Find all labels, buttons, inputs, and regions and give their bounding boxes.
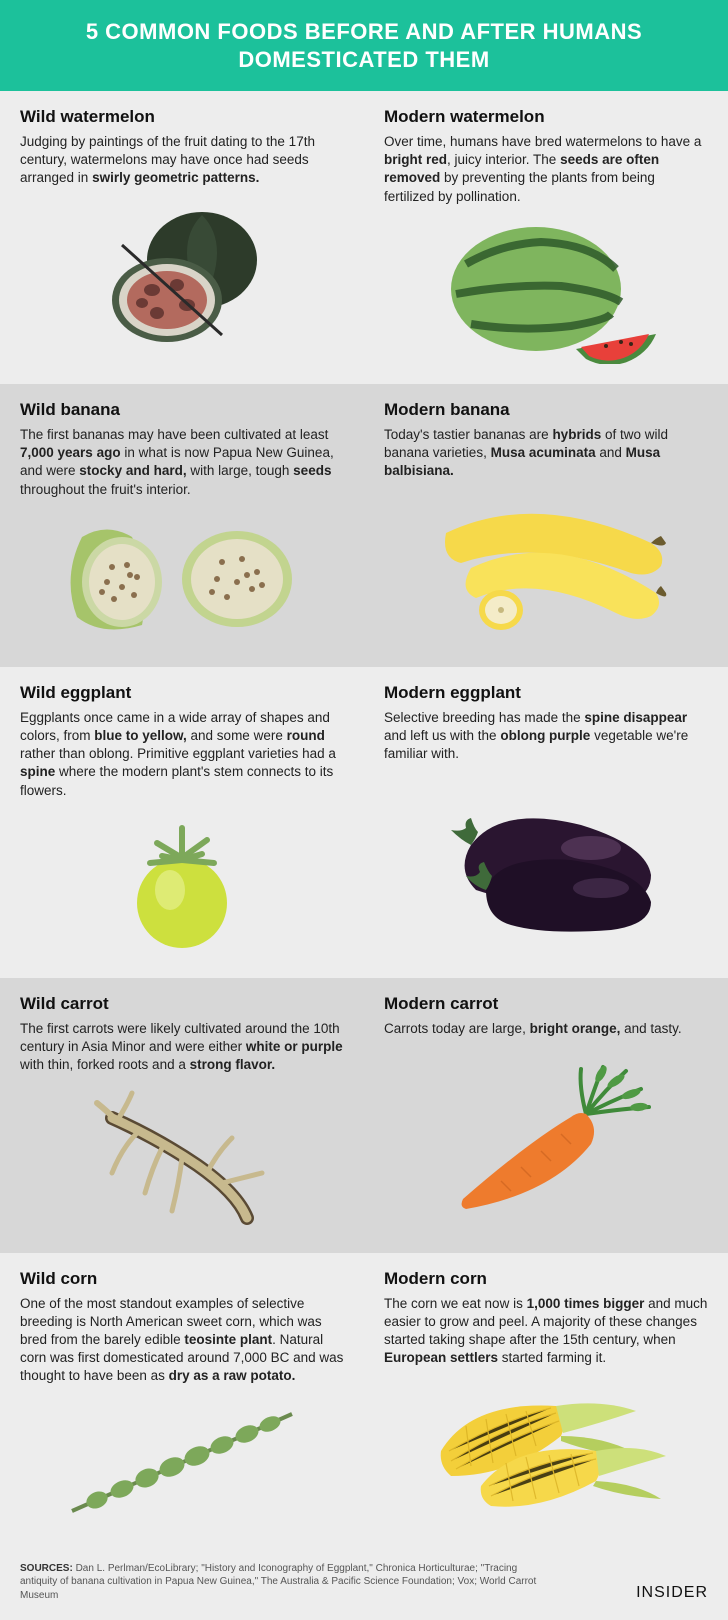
cell-wild-carrot: Wild carrot The first carrots were likel… bbox=[0, 978, 364, 1253]
cell-wild-banana: Wild banana The first bananas may have b… bbox=[0, 384, 364, 667]
sources-label: SOURCES: bbox=[20, 1563, 73, 1574]
img-modern-corn bbox=[384, 1367, 708, 1535]
desc-modern-carrot: Carrots today are large, bright orange, … bbox=[384, 1020, 708, 1038]
page-header: 5 COMMON FOODS BEFORE AND AFTER HUMANS D… bbox=[0, 0, 728, 91]
cell-modern-eggplant: Modern eggplant Selective breeding has m… bbox=[364, 667, 728, 978]
desc-wild-eggplant: Eggplants once came in a wide array of s… bbox=[20, 709, 344, 800]
title-modern-banana: Modern banana bbox=[384, 400, 708, 420]
footer-brand: INSIDER bbox=[636, 1584, 708, 1602]
row-watermelon: Wild watermelon Judging by paintings of … bbox=[0, 91, 728, 384]
desc-modern-corn: The corn we eat now is 1,000 times bigge… bbox=[384, 1295, 708, 1368]
row-corn: Wild corn One of the most standout examp… bbox=[0, 1253, 728, 1548]
sources-text: Dan L. Perlman/EcoLibrary; "History and … bbox=[20, 1563, 536, 1601]
title-wild-corn: Wild corn bbox=[20, 1269, 344, 1289]
cell-modern-carrot: Modern carrot Carrots today are large, b… bbox=[364, 978, 728, 1253]
cell-wild-watermelon: Wild watermelon Judging by paintings of … bbox=[0, 91, 364, 384]
desc-wild-watermelon: Judging by paintings of the fruit dating… bbox=[20, 133, 344, 188]
desc-modern-watermelon: Over time, humans have bred watermelons … bbox=[384, 133, 708, 206]
cell-wild-eggplant: Wild eggplant Eggplants once came in a w… bbox=[0, 667, 364, 978]
desc-wild-banana: The first bananas may have been cultivat… bbox=[20, 426, 344, 499]
img-modern-carrot bbox=[384, 1038, 708, 1240]
title-modern-eggplant: Modern eggplant bbox=[384, 683, 708, 703]
img-modern-eggplant bbox=[384, 763, 708, 965]
desc-wild-corn: One of the most standout examples of sel… bbox=[20, 1295, 344, 1386]
title-modern-watermelon: Modern watermelon bbox=[384, 107, 708, 127]
page-title: 5 COMMON FOODS BEFORE AND AFTER HUMANS D… bbox=[86, 19, 642, 72]
row-eggplant: Wild eggplant Eggplants once came in a w… bbox=[0, 667, 728, 978]
footer: SOURCES: Dan L. Perlman/EcoLibrary; "His… bbox=[0, 1548, 728, 1620]
img-modern-banana bbox=[384, 481, 708, 655]
desc-modern-eggplant: Selective breeding has made the spine di… bbox=[384, 709, 708, 764]
img-modern-watermelon bbox=[384, 206, 708, 372]
img-wild-corn bbox=[20, 1386, 344, 1536]
title-modern-carrot: Modern carrot bbox=[384, 994, 708, 1014]
img-wild-carrot bbox=[20, 1075, 344, 1241]
img-wild-banana bbox=[20, 499, 344, 655]
title-modern-corn: Modern corn bbox=[384, 1269, 708, 1289]
title-wild-watermelon: Wild watermelon bbox=[20, 107, 344, 127]
cell-modern-banana: Modern banana Today's tastier bananas ar… bbox=[364, 384, 728, 667]
desc-wild-carrot: The first carrots were likely cultivated… bbox=[20, 1020, 344, 1075]
row-banana: Wild banana The first bananas may have b… bbox=[0, 384, 728, 667]
title-wild-eggplant: Wild eggplant bbox=[20, 683, 344, 703]
cell-wild-corn: Wild corn One of the most standout examp… bbox=[0, 1253, 364, 1548]
img-wild-eggplant bbox=[20, 800, 344, 966]
title-wild-banana: Wild banana bbox=[20, 400, 344, 420]
cell-modern-watermelon: Modern watermelon Over time, humans have… bbox=[364, 91, 728, 384]
desc-modern-banana: Today's tastier bananas are hybrids of t… bbox=[384, 426, 708, 481]
img-wild-watermelon bbox=[20, 188, 344, 372]
title-wild-carrot: Wild carrot bbox=[20, 994, 344, 1014]
cell-modern-corn: Modern corn The corn we eat now is 1,000… bbox=[364, 1253, 728, 1548]
footer-sources: SOURCES: Dan L. Perlman/EcoLibrary; "His… bbox=[20, 1562, 540, 1603]
row-carrot: Wild carrot The first carrots were likel… bbox=[0, 978, 728, 1253]
